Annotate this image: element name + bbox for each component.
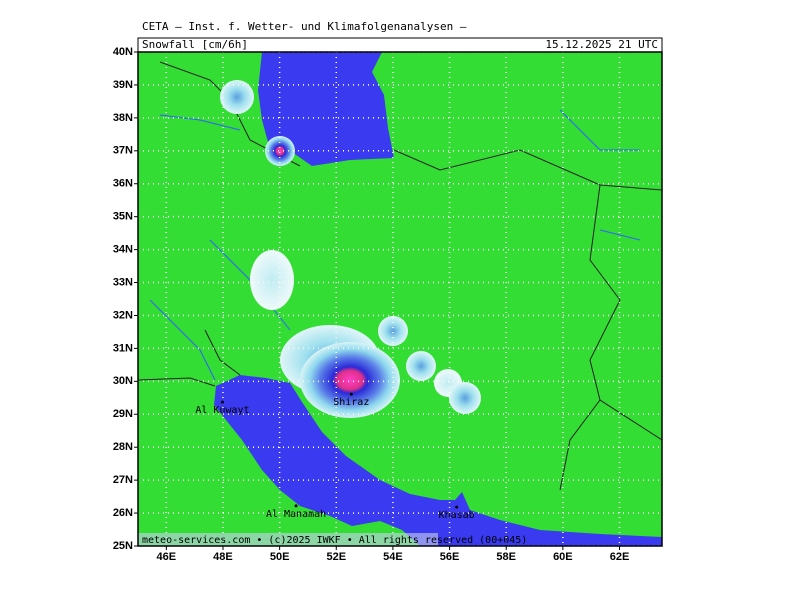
snow-area (300, 342, 400, 418)
lat-tick-label: 40N (113, 46, 133, 58)
persian-gulf (214, 375, 662, 546)
map: meteo-services.com • (c)2025 IWKF • All … (138, 52, 662, 546)
field-name: Snowfall [cm/6h] (142, 38, 248, 51)
snow-area (406, 351, 436, 381)
lon-tick-label: 58E (496, 551, 516, 563)
footer-box (138, 533, 438, 546)
lat-tick-label: 30N (113, 375, 133, 387)
footer: meteo-services.com • (c)2025 IWKF • All … (142, 535, 527, 546)
lon-tick-label: 60E (553, 551, 573, 563)
snow-area (449, 382, 481, 414)
lat-tick-label: 39N (113, 79, 133, 91)
lat-tick-label: 38N (113, 112, 133, 124)
snow-area (220, 80, 254, 114)
map-frame (137, 51, 663, 547)
lat-tick-label: 28N (113, 441, 133, 453)
place-label: Shiraz (333, 397, 369, 408)
lat-tick-label: 32N (113, 309, 133, 321)
lon-tick-label: 56E (440, 551, 460, 563)
lat-tick-label: 26N (113, 507, 133, 519)
snow-area (250, 250, 294, 310)
snow-area (378, 316, 408, 346)
lat-tick-label: 36N (113, 178, 133, 190)
lat-tick-label: 33N (113, 276, 133, 288)
snowfall (220, 80, 481, 418)
place-marker (294, 504, 298, 508)
place-label: Al Kuwayt (195, 405, 249, 416)
lon-tick-label: 62E (610, 551, 630, 563)
header-title: CETA — Inst. f. Wetter- und Klimafolgena… (142, 20, 467, 33)
lat-tick-label: 25N (113, 540, 133, 552)
place-marker (455, 505, 459, 509)
lon-tick-label: 54E (383, 551, 403, 563)
lat-tick-label: 35N (113, 211, 133, 223)
lat-tick-label: 27N (113, 474, 133, 486)
place-label: Khasab (439, 510, 475, 521)
place-marker (349, 392, 353, 396)
lon-tick-label: 52E (326, 551, 346, 563)
lon-tick-label: 48E (213, 551, 233, 563)
valid-time: 15.12.2025 21 UTC (545, 38, 658, 51)
lat-tick-label: 31N (113, 342, 133, 354)
lon-tick-label: 50E (270, 551, 290, 563)
place-label: Al Manamah (266, 509, 326, 520)
caspian-sea (258, 52, 394, 166)
snow-area (265, 136, 295, 166)
land (138, 52, 662, 546)
lat-tick-label: 37N (113, 145, 133, 157)
lat-tick-label: 34N (113, 244, 133, 256)
lon-tick-label: 46E (157, 551, 177, 563)
lat-tick-label: 29N (113, 408, 133, 420)
place-marker (220, 400, 224, 404)
